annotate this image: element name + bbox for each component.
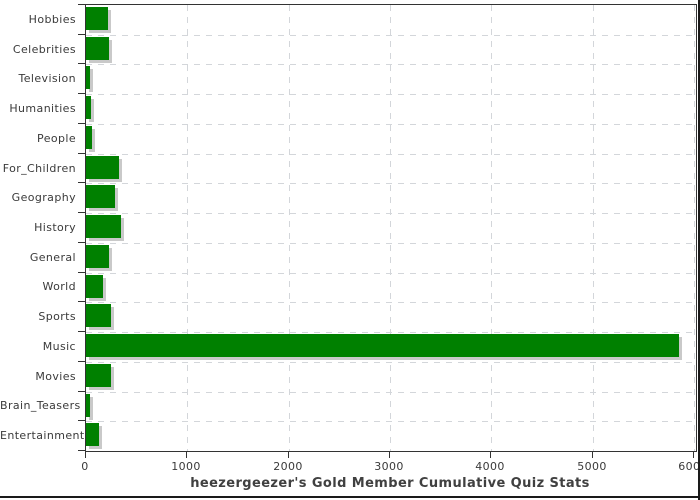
bar-hobbies [86, 7, 108, 30]
horizontal-gridline [86, 273, 696, 274]
value-tick [490, 451, 491, 458]
bar-world [86, 275, 103, 298]
category-tick [78, 331, 86, 332]
bar-history [86, 215, 121, 238]
category-tick [78, 63, 86, 64]
value-tick-label: 0 [81, 460, 89, 473]
horizontal-gridline [86, 154, 696, 155]
category-tick [78, 4, 86, 5]
category-tick [78, 34, 86, 35]
category-tick [78, 153, 86, 154]
value-tick [693, 451, 694, 458]
chart-title: heezergeezer's Gold Member Cumulative Qu… [190, 476, 590, 491]
horizontal-gridline [86, 124, 696, 125]
value-tick [592, 451, 593, 458]
bar-shadow [89, 69, 93, 92]
category-label: Humanities [9, 102, 76, 115]
category-tick [78, 361, 86, 362]
horizontal-gridline [86, 302, 696, 303]
bar-television [86, 66, 90, 89]
horizontal-gridline [86, 392, 696, 393]
value-tick-label: 4000 [475, 460, 505, 473]
bar-people [86, 126, 92, 149]
horizontal-gridline [86, 243, 696, 244]
horizontal-gridline [86, 421, 696, 422]
category-label: Celebrities [12, 43, 76, 56]
plot-area [85, 4, 697, 452]
horizontal-gridline [86, 362, 696, 363]
vertical-gridline [289, 5, 290, 451]
image-border-right [698, 0, 700, 500]
category-tick [78, 301, 86, 302]
bar-shadow [89, 99, 94, 122]
category-label: Brain_Teasers [0, 399, 81, 412]
bar-movies [86, 364, 111, 387]
category-label: Geography [11, 191, 76, 204]
category-label: Television [18, 72, 76, 85]
category-label: Movies [35, 370, 76, 383]
horizontal-gridline [86, 35, 696, 36]
category-label: For_Children [2, 162, 76, 175]
category-tick [78, 391, 86, 392]
vertical-gridline [694, 5, 695, 451]
horizontal-gridline [86, 64, 696, 65]
value-tick [85, 451, 86, 458]
value-tick [288, 451, 289, 458]
value-tick-label: 6000 [678, 460, 700, 473]
bar-humanities [86, 96, 91, 119]
bar-brain_teasers [86, 394, 90, 417]
bar-celebrities [86, 37, 109, 60]
bar-music [86, 334, 679, 357]
category-tick [78, 123, 86, 124]
bar-shadow [89, 129, 95, 152]
vertical-gridline [390, 5, 391, 451]
value-tick [389, 451, 390, 458]
category-tick [78, 212, 86, 213]
category-label: People [37, 132, 76, 145]
value-tick-label: 2000 [273, 460, 303, 473]
bar-entertainment [86, 423, 99, 446]
category-tick [78, 272, 86, 273]
value-tick-label: 5000 [577, 460, 607, 473]
category-tick [78, 242, 86, 243]
category-label: History [34, 221, 76, 234]
category-tick [78, 420, 86, 421]
horizontal-gridline [86, 213, 696, 214]
bar-geography [86, 185, 115, 208]
bar-general [86, 245, 109, 268]
value-tick-label: 3000 [374, 460, 404, 473]
bar-shadow [89, 397, 93, 420]
category-tick [78, 182, 86, 183]
bar-for_children [86, 156, 119, 179]
vertical-gridline [593, 5, 594, 451]
value-tick [186, 451, 187, 458]
vertical-gridline [491, 5, 492, 451]
category-label: Music [42, 340, 76, 353]
image-border-bottom [0, 496, 700, 498]
value-tick-label: 1000 [171, 460, 201, 473]
horizontal-gridline [86, 94, 696, 95]
category-label: Entertainment [0, 429, 85, 442]
category-label: Hobbies [28, 13, 76, 26]
vertical-gridline [187, 5, 188, 451]
horizontal-gridline [86, 332, 696, 333]
category-tick [78, 93, 86, 94]
horizontal-gridline [86, 183, 696, 184]
category-label: World [42, 280, 76, 293]
bar-sports [86, 304, 111, 327]
category-tick [78, 450, 86, 451]
category-label: General [29, 251, 76, 264]
category-label: Sports [38, 310, 76, 323]
